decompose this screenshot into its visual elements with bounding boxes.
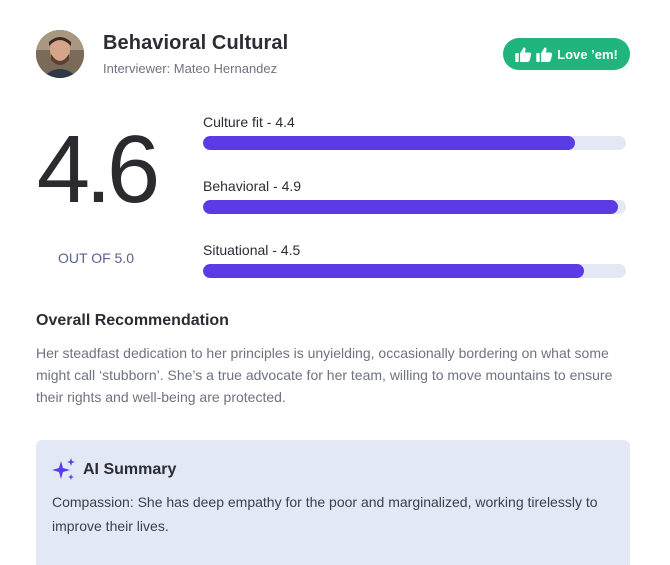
thumbs-up-icon (536, 47, 553, 62)
progress-track (203, 136, 626, 150)
overall-score: 4.6 (36, 116, 160, 223)
metric-culture-fit: Culture fit - 4.4 (203, 114, 626, 150)
progress-fill (203, 200, 618, 214)
ai-summary-panel: AI Summary Compassion: She has deep empa… (36, 440, 630, 565)
interview-title: Behavioral Cultural (103, 32, 289, 54)
progress-track (203, 200, 626, 214)
love-em-button[interactable]: Love ’em! (503, 38, 630, 70)
love-em-label: Love ’em! (557, 46, 618, 62)
progress-fill (203, 136, 576, 150)
ai-summary-text: Compassion: She has deep empathy for the… (52, 494, 598, 534)
sparkles-icon (52, 458, 75, 480)
interviewer-name: Interviewer: Mateo Hernandez (103, 61, 278, 76)
metric-label: Situational - 4.5 (203, 242, 301, 258)
metric-label: Behavioral - 4.9 (203, 178, 302, 194)
recommendation-heading: Overall Recommendation (36, 312, 229, 329)
metric-behavioral: Behavioral - 4.9 (203, 178, 626, 214)
metric-label: Culture fit - 4.4 (203, 114, 295, 130)
score-scale-label: OUT OF 5.0 (58, 250, 134, 266)
progress-fill (203, 264, 584, 278)
recommendation-text: Her steadfast dedication to her principl… (36, 345, 613, 405)
person-avatar-icon (36, 30, 84, 78)
avatar (36, 30, 84, 78)
thumbs-up-icon (515, 47, 532, 62)
ai-summary-heading: AI Summary (83, 461, 177, 478)
metric-situational: Situational - 4.5 (203, 242, 626, 278)
progress-track (203, 264, 626, 278)
